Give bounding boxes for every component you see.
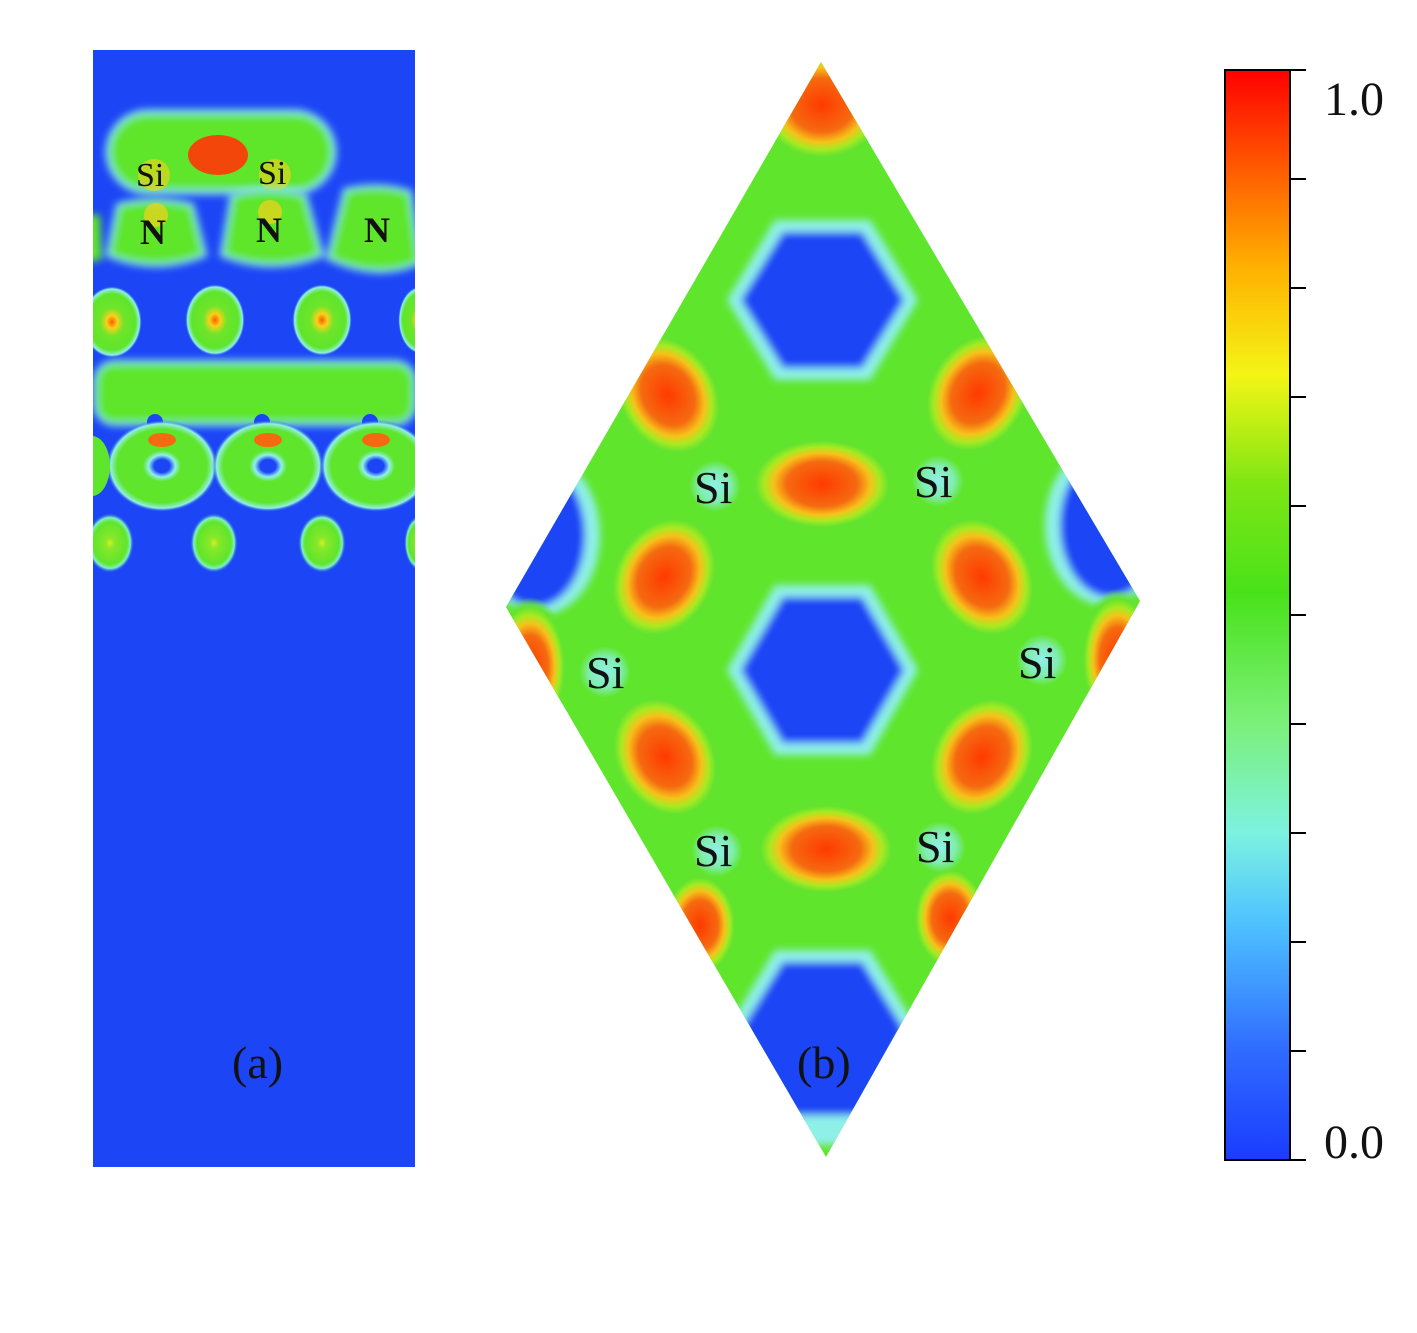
n-site-2 xyxy=(258,200,282,224)
si-site-1 xyxy=(138,159,170,191)
atom-label-a-1: Si xyxy=(136,157,164,194)
panel-b-caption: (b) xyxy=(797,1037,851,1088)
panel-a: Si Si N N N xyxy=(93,50,415,1167)
row-2-blobs xyxy=(93,284,415,358)
hot-lobe-top xyxy=(752,62,892,165)
atom-label-a-5: N xyxy=(364,210,390,250)
bond-charge-top xyxy=(188,135,248,175)
atom-label-a-2: Si xyxy=(258,155,286,192)
panel-b: Si Si Si Si Si Si xyxy=(506,62,1140,1157)
colorbar-gradient xyxy=(1224,69,1291,1161)
row-5-blobs xyxy=(93,513,415,573)
atom-label-b-6: Si xyxy=(916,821,954,872)
colorbar-ticks xyxy=(1290,69,1306,1161)
colorbar-max-label: 1.0 xyxy=(1324,73,1384,126)
atom-label-a-4: N xyxy=(256,210,282,250)
n-blob-row xyxy=(93,184,415,273)
hexagon-hole-top xyxy=(727,220,918,380)
si-site-2 xyxy=(259,159,291,191)
atom-label-b-5: Si xyxy=(694,825,732,876)
si-spots xyxy=(579,455,1068,877)
panel-a-caption: (a) xyxy=(232,1037,283,1088)
colorbar: 1.0 0.0 xyxy=(1224,69,1384,1169)
colorbar-min-label: 0.0 xyxy=(1324,1116,1384,1169)
atom-label-b-2: Si xyxy=(914,456,952,507)
atom-label-b-3: Si xyxy=(586,647,624,698)
atom-label-b-1: Si xyxy=(694,462,732,513)
atom-label-b-4: Si xyxy=(1018,637,1056,688)
hexagon-hole-center xyxy=(727,585,918,755)
n-site-1 xyxy=(144,203,168,227)
atom-label-a-3: N xyxy=(140,212,166,252)
row-4-rings xyxy=(93,420,415,512)
